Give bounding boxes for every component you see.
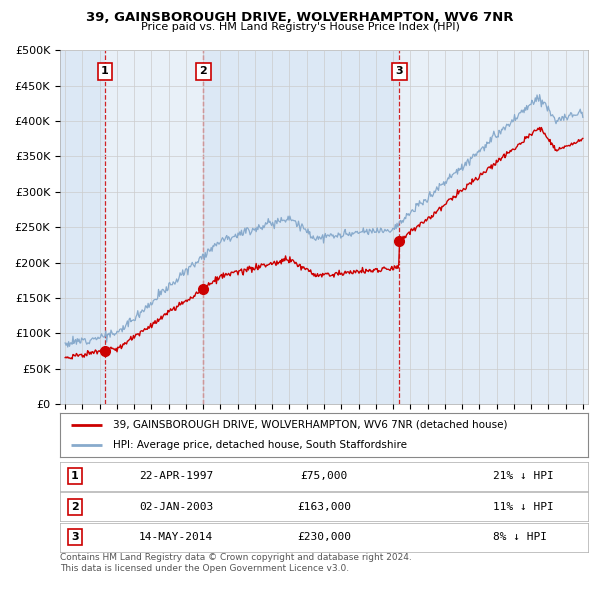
Text: 39, GAINSBOROUGH DRIVE, WOLVERHAMPTON, WV6 7NR: 39, GAINSBOROUGH DRIVE, WOLVERHAMPTON, W… — [86, 11, 514, 24]
Bar — [203, 50, 400, 404]
Text: 2: 2 — [200, 67, 207, 76]
Text: 2: 2 — [71, 502, 79, 512]
Text: HPI: Average price, detached house, South Staffordshire: HPI: Average price, detached house, Sout… — [113, 440, 407, 450]
Text: 1: 1 — [71, 471, 79, 481]
Text: 3: 3 — [395, 67, 403, 76]
Text: 11% ↓ HPI: 11% ↓ HPI — [493, 502, 554, 512]
Text: £230,000: £230,000 — [297, 532, 351, 542]
Text: £75,000: £75,000 — [301, 471, 347, 481]
Text: 8% ↓ HPI: 8% ↓ HPI — [493, 532, 547, 542]
Text: 3: 3 — [71, 532, 79, 542]
Text: Price paid vs. HM Land Registry's House Price Index (HPI): Price paid vs. HM Land Registry's House … — [140, 22, 460, 32]
Text: 14-MAY-2014: 14-MAY-2014 — [139, 532, 214, 542]
Text: Contains HM Land Registry data © Crown copyright and database right 2024.
This d: Contains HM Land Registry data © Crown c… — [60, 553, 412, 573]
Bar — [105, 50, 203, 404]
Bar — [60, 50, 105, 404]
Bar — [400, 50, 588, 404]
Text: 21% ↓ HPI: 21% ↓ HPI — [493, 471, 554, 481]
Text: 39, GAINSBOROUGH DRIVE, WOLVERHAMPTON, WV6 7NR (detached house): 39, GAINSBOROUGH DRIVE, WOLVERHAMPTON, W… — [113, 420, 508, 430]
Text: 1: 1 — [101, 67, 109, 76]
Text: £163,000: £163,000 — [297, 502, 351, 512]
Text: 02-JAN-2003: 02-JAN-2003 — [139, 502, 214, 512]
Text: 22-APR-1997: 22-APR-1997 — [139, 471, 214, 481]
